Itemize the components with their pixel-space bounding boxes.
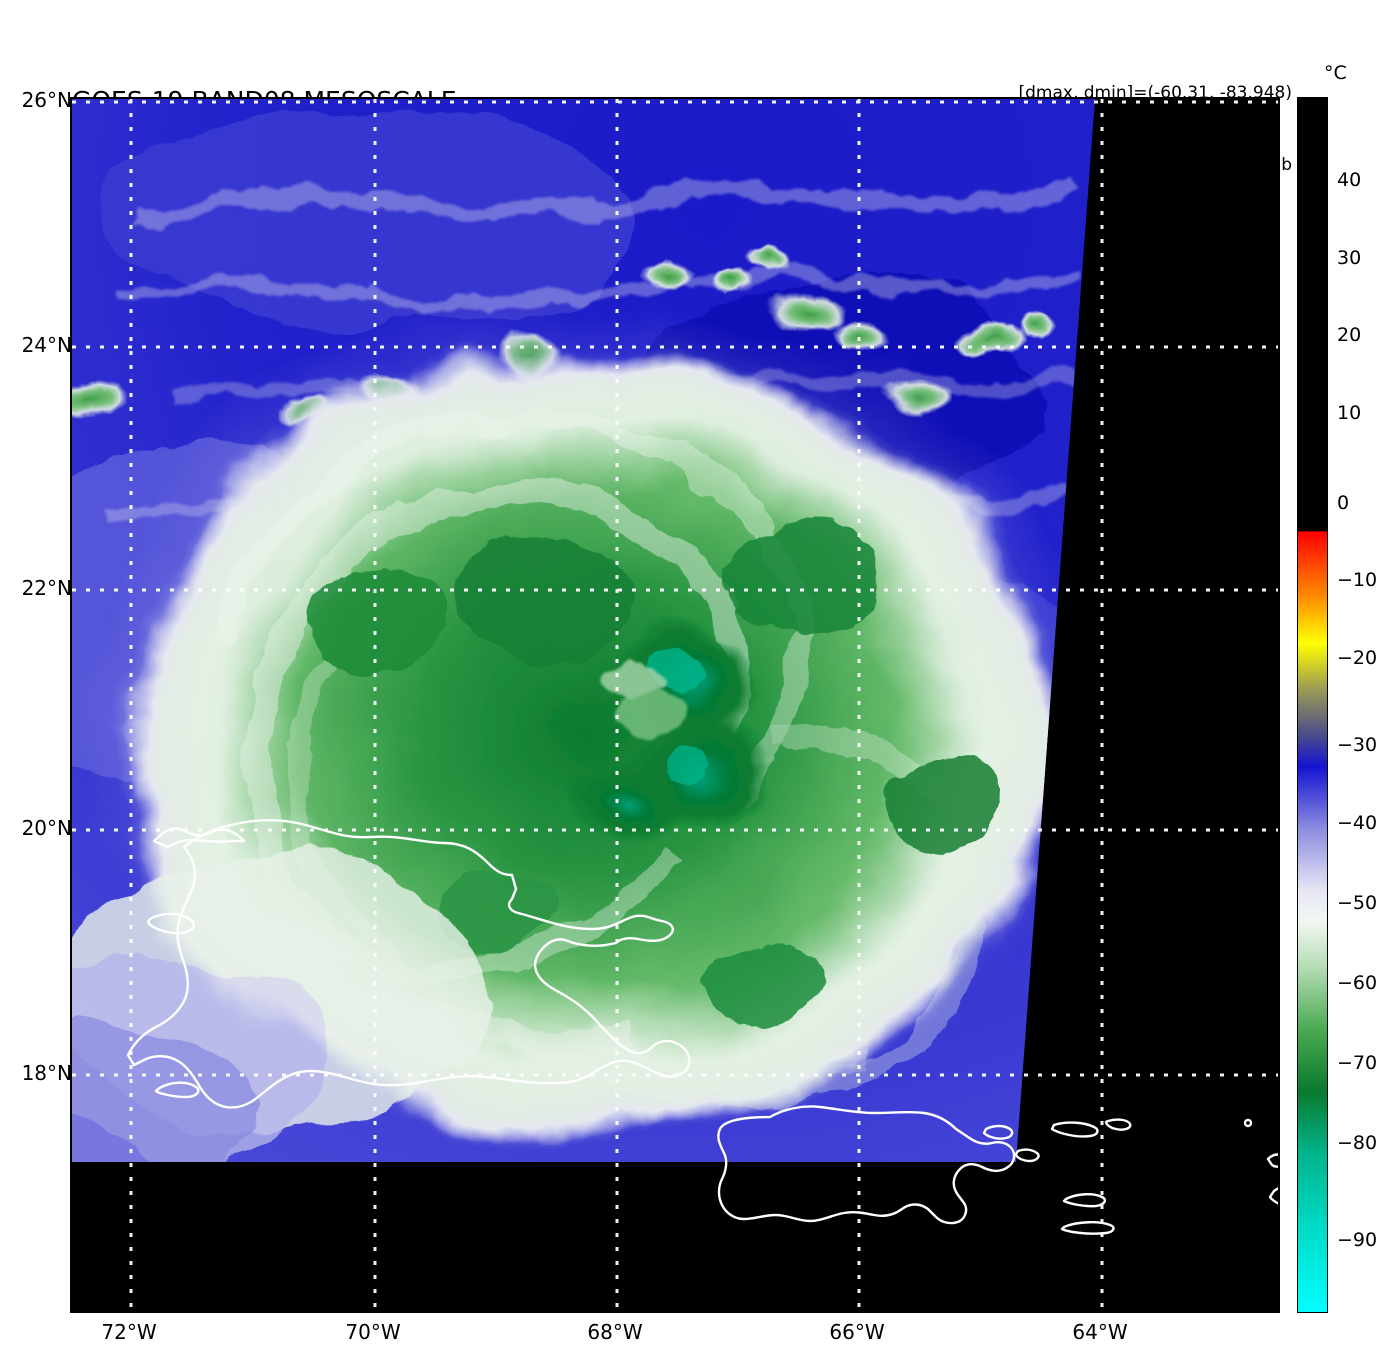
lat-tick-20N: 20°N xyxy=(21,816,72,840)
colorbar-tick-n60: −60 xyxy=(1337,972,1378,994)
colorbar-tick-30: 30 xyxy=(1337,247,1362,269)
colorbar-tick-n50: −50 xyxy=(1337,892,1378,914)
coastlines xyxy=(126,819,1278,1235)
colorbar-tick-n90: −90 xyxy=(1337,1229,1378,1251)
eyewall-core xyxy=(576,625,768,843)
colorbar-tick-n30: −30 xyxy=(1337,734,1378,756)
satellite-image-panel[interactable]: Copyright © 2020-2025 Dapiya xyxy=(70,97,1280,1313)
colorbar-tick-n40: −40 xyxy=(1337,812,1378,834)
lon-tick-66W: 66°W xyxy=(829,1320,885,1344)
colorbar-tick-n20: −20 xyxy=(1337,647,1378,669)
colorbar-tick-n10: −10 xyxy=(1337,569,1378,591)
lat-tick-26N: 26°N xyxy=(21,88,72,112)
cold-tops xyxy=(302,527,1002,1019)
lon-tick-68W: 68°W xyxy=(587,1320,643,1344)
lon-tick-64W: 64°W xyxy=(1072,1320,1128,1344)
scan-sector xyxy=(72,99,1095,1162)
lat-tick-18N: 18°N xyxy=(21,1061,72,1085)
lon-tick-72W: 72°W xyxy=(101,1320,157,1344)
lat-tick-22N: 22°N xyxy=(21,576,72,600)
lat-tick-24N: 24°N xyxy=(21,333,72,357)
colorbar-unit-label: °C xyxy=(1324,62,1347,84)
colorbar-tick-0: 0 xyxy=(1337,492,1350,514)
colorbar-tick-10: 10 xyxy=(1337,402,1362,424)
lon-tick-70W: 70°W xyxy=(345,1320,401,1344)
colorbar-tick-20: 20 xyxy=(1337,324,1362,346)
satellite-imagery xyxy=(72,99,1278,1311)
colorbar-tick-n80: −80 xyxy=(1337,1132,1378,1154)
colorbar-tick-n70: −70 xyxy=(1337,1052,1378,1074)
colorbar[interactable] xyxy=(1297,97,1328,1313)
colorbar-tick-40: 40 xyxy=(1337,169,1362,191)
colorbar-gradient xyxy=(1298,98,1327,1312)
graticule xyxy=(72,99,1278,1311)
